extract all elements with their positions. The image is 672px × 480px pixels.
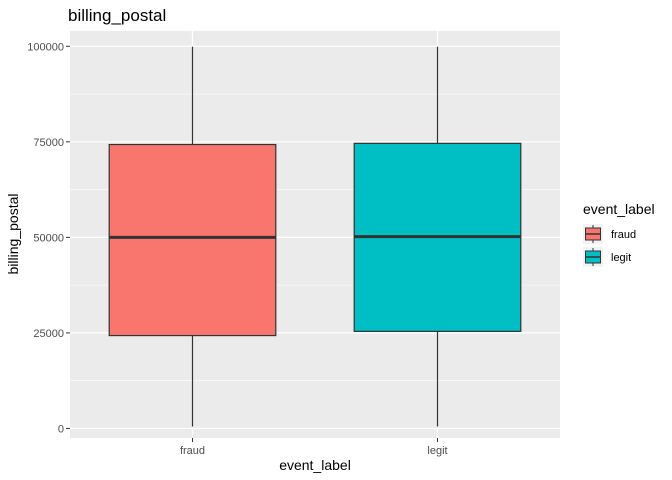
chart-title: billing_postal [68,6,166,25]
legend: event_label fraud legit [583,201,655,267]
legend-title: event_label [583,201,655,217]
y-axis-title: billing_postal [5,194,21,275]
y-axis-ticks: 0 25000 50000 75000 100000 [27,41,70,435]
x-axis-ticks: fraud legit [180,438,448,457]
legend-item-fraud: fraud [583,224,636,244]
box-legit [353,46,522,427]
y-tick-label: 75000 [33,137,64,149]
y-tick-label: 100000 [27,41,64,53]
legend-label: legit [611,252,631,264]
legend-items: fraud legit [583,224,636,267]
x-tick-label: fraud [180,445,205,457]
box-body [108,143,277,337]
legend-item-legit: legit [583,247,631,267]
y-tick-label: 0 [58,423,64,435]
boxes [108,46,522,427]
x-tick-label: legit [427,445,447,457]
legend-label: fraud [611,229,636,241]
box-fraud [108,46,277,427]
y-tick-label: 25000 [33,328,64,340]
y-tick-label: 50000 [33,232,64,244]
x-axis-title: event_label [279,457,351,473]
